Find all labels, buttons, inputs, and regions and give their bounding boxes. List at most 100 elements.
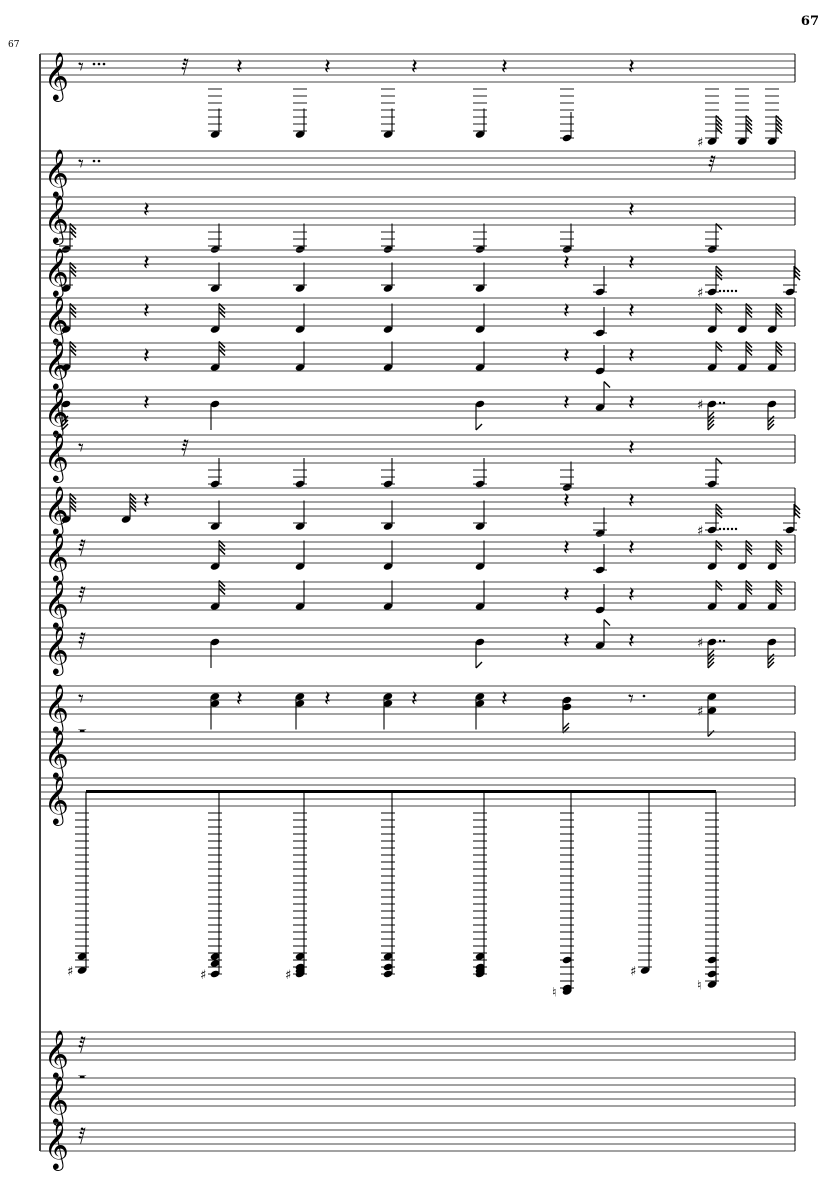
staff-7: 𝄞 𝄽 𝄽 𝄽 ♯ [40, 381, 796, 438]
staff-8: 𝄞 𝄾 𝅀 𝄽 [40, 432, 796, 491]
flag [775, 119, 783, 126]
notehead [707, 638, 717, 646]
treble-clef-icon: 𝄞 [44, 148, 69, 199]
flag [775, 584, 783, 591]
flag [793, 269, 801, 277]
note [473, 792, 487, 978]
note [295, 693, 305, 730]
rest-4: 𝄽 [563, 299, 570, 324]
staff-17: 𝄞 𝄻 [40, 1069, 796, 1126]
notehead [707, 693, 717, 700]
flag [767, 653, 775, 661]
flag [745, 584, 753, 591]
note [210, 303, 226, 333]
flag [745, 345, 753, 352]
note [767, 400, 777, 431]
staff-15: 𝄞 ♯ ♯ ♯ ♮ ♯ ♮ [40, 775, 796, 1001]
note: ♮ [697, 792, 719, 994]
notehead [475, 693, 485, 700]
notehead [737, 563, 747, 570]
rest-8: 𝄾 [628, 687, 634, 712]
notehead [121, 516, 131, 523]
notehead [707, 480, 717, 488]
treble-clef-icon: 𝄞 [44, 683, 69, 734]
note: ♯ [697, 88, 723, 151]
notehead [383, 603, 393, 610]
notehead [210, 285, 220, 292]
note [293, 88, 307, 138]
flag [793, 507, 801, 515]
note [295, 540, 305, 570]
note [473, 500, 487, 530]
notehead [595, 642, 605, 649]
flag [775, 349, 783, 356]
note [560, 461, 574, 491]
flag [129, 501, 137, 508]
flag [69, 303, 77, 310]
rest-8: 𝄾 [78, 152, 84, 177]
note [562, 696, 572, 734]
note: ♯ [697, 398, 726, 431]
notehead [640, 967, 650, 974]
notehead [383, 700, 393, 707]
treble-clef-icon: 𝄞 [44, 1120, 69, 1171]
notehead [595, 566, 605, 574]
note [707, 341, 723, 371]
notehead [210, 563, 220, 570]
flag [218, 544, 226, 551]
note [737, 580, 753, 610]
flag [793, 273, 801, 281]
rest-4: 𝄽 [628, 436, 635, 461]
note [595, 584, 605, 614]
notehead [295, 700, 305, 707]
note [383, 580, 393, 610]
note [208, 88, 222, 138]
rest-4: 𝄽 [563, 583, 570, 608]
notehead [61, 516, 71, 523]
notehead [737, 326, 747, 333]
notehead [295, 131, 305, 138]
treble-clef-icon: 𝄞 [44, 1029, 69, 1080]
rest-4: 𝄽 [628, 299, 635, 324]
notehead [737, 138, 747, 145]
notehead [562, 696, 572, 704]
notehead [785, 526, 795, 534]
note [210, 693, 220, 730]
flag [775, 540, 783, 547]
notehead [295, 693, 305, 700]
flag [69, 501, 77, 508]
note [707, 303, 723, 333]
staff-9: 𝄞 𝄽 𝄽 𝄽 ♯ [40, 485, 801, 539]
flag [715, 345, 723, 352]
flag [218, 548, 226, 555]
staff-4: 𝄞 𝄽 𝄽 𝄽♯ [40, 247, 801, 301]
notehead [707, 526, 717, 534]
notehead [210, 970, 220, 978]
rest-4: 𝄽 [563, 344, 570, 369]
rest-8: 𝄾 [78, 436, 84, 461]
rest-4: 𝄽 [236, 55, 243, 80]
rest-dot [97, 159, 101, 163]
notehead [562, 246, 572, 253]
notehead [295, 953, 305, 960]
flag [715, 503, 723, 511]
treble-clef-icon: 𝄞 [44, 387, 69, 438]
rest-4: 𝄽 [563, 629, 570, 654]
note [208, 458, 222, 488]
note: ♮ [552, 792, 574, 1001]
note [293, 223, 307, 253]
rest-4: 𝄽 [143, 251, 150, 276]
notehead [210, 246, 220, 253]
flag [218, 341, 226, 348]
flag [69, 311, 77, 318]
flag [218, 345, 226, 352]
flag [218, 540, 226, 547]
dot [734, 289, 738, 293]
flag [793, 265, 801, 273]
note [705, 457, 723, 488]
note [383, 693, 393, 730]
staff-5: 𝄞 𝄽 𝄽 𝄽 [40, 295, 796, 346]
note [208, 500, 222, 530]
note [707, 540, 723, 570]
note [475, 400, 485, 431]
